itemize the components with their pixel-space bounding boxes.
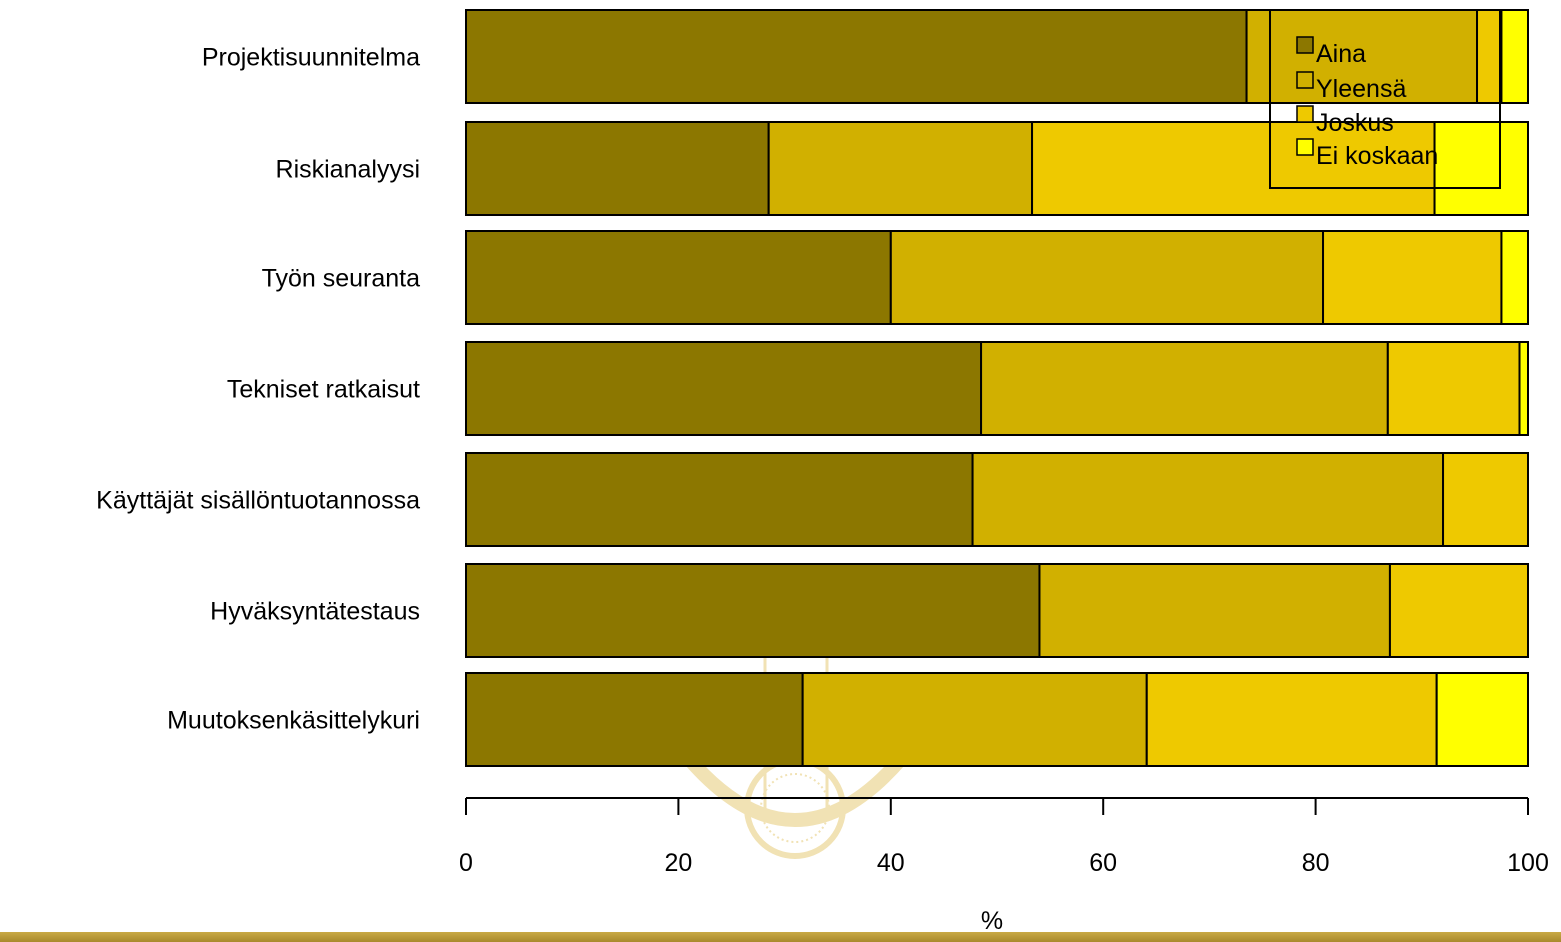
bar-segment-aina bbox=[465, 230, 892, 325]
bottom-decorative-band bbox=[0, 932, 1561, 942]
bar-segment-ei-koskaan bbox=[1518, 341, 1530, 436]
bar-segment-joskus bbox=[1145, 672, 1438, 767]
bar-segment-aina bbox=[465, 563, 1041, 658]
category-label: Tekniset ratkaisut bbox=[227, 376, 420, 404]
legend-swatch bbox=[1296, 105, 1314, 123]
bar-segment-aina bbox=[465, 9, 1248, 104]
bar-segment-joskus bbox=[1388, 563, 1529, 658]
bar-segment-yleensa bbox=[971, 452, 1445, 547]
legend-entry-label: Yleensä bbox=[1316, 75, 1406, 103]
category-label: Muutoksenkäsittelykuri bbox=[167, 707, 420, 735]
bar-segment-joskus bbox=[1322, 230, 1503, 325]
legend-swatch bbox=[1296, 138, 1314, 156]
bar-segment-ei-koskaan bbox=[1433, 121, 1529, 216]
bar-segment-aina bbox=[465, 672, 804, 767]
category-label: Työn seuranta bbox=[262, 265, 421, 293]
x-tick-label: 0 bbox=[459, 849, 473, 877]
bar-segment-aina bbox=[465, 341, 983, 436]
watermark-inner-ring bbox=[760, 773, 830, 843]
bar-segment-ei-koskaan bbox=[1500, 230, 1529, 325]
legend-entry-label: Ei koskaan bbox=[1316, 142, 1438, 170]
category-label: Hyväksyntätestaus bbox=[210, 598, 420, 626]
bar-segment-yleensa bbox=[1245, 9, 1479, 104]
x-tick-label: 20 bbox=[664, 849, 692, 877]
x-tick-label: 60 bbox=[1089, 849, 1117, 877]
category-label: Riskianalyysi bbox=[276, 156, 420, 184]
category-label: Käyttäjät sisällöntuotannossa bbox=[96, 487, 420, 515]
bar-segment-joskus bbox=[1442, 452, 1530, 547]
bar-segment-ei-koskaan bbox=[1435, 672, 1529, 767]
x-tick-label: 40 bbox=[877, 849, 905, 877]
bar-segment-ei-koskaan bbox=[1500, 9, 1529, 104]
x-tick-label: 100 bbox=[1507, 849, 1549, 877]
bar-segment-aina bbox=[465, 452, 974, 547]
bar-segment-aina bbox=[465, 121, 770, 216]
bar-segment-yleensa bbox=[801, 672, 1148, 767]
x-tick-label: 80 bbox=[1302, 849, 1330, 877]
bar-segment-yleensa bbox=[980, 341, 1389, 436]
bar-segment-yleensa bbox=[767, 121, 1034, 216]
bar-segment-joskus bbox=[1031, 121, 1436, 216]
bar-segment-yleensa bbox=[1038, 563, 1391, 658]
watermark-arc bbox=[684, 755, 906, 827]
legend-swatch bbox=[1296, 71, 1314, 89]
legend-box bbox=[1269, 9, 1501, 189]
legend-entry-label: Joskus bbox=[1316, 109, 1394, 137]
x-axis-label: % bbox=[981, 907, 1003, 935]
legend-entry-label: Aina bbox=[1316, 40, 1366, 68]
bar-segment-joskus bbox=[1386, 341, 1521, 436]
bar-segment-joskus bbox=[1476, 9, 1503, 104]
legend-swatch bbox=[1296, 36, 1314, 54]
category-label: Projektisuunnitelma bbox=[202, 44, 420, 72]
bar-segment-yleensa bbox=[889, 230, 1325, 325]
